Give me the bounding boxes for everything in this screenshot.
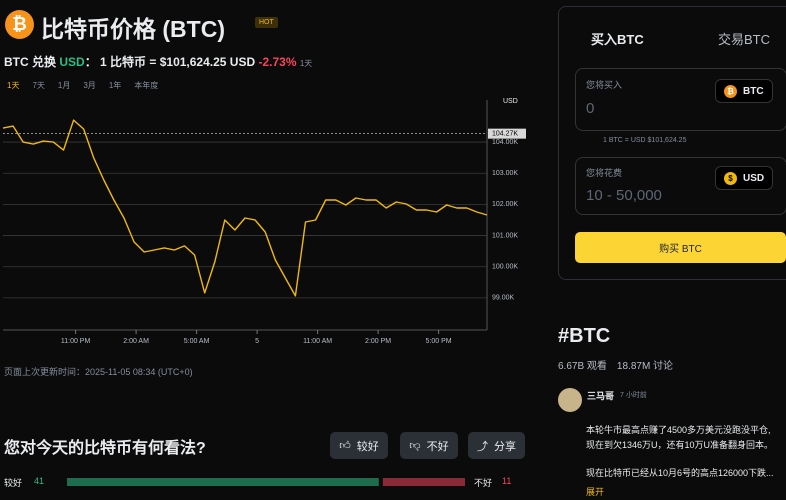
hot-badge: HOT bbox=[255, 17, 278, 28]
y-tick-label: 100.00K bbox=[492, 264, 518, 271]
page-title: 比特币价格 (BTC) bbox=[41, 16, 225, 42]
range-tab[interactable]: 3月 bbox=[83, 81, 96, 90]
good-button[interactable]: 👍︎ 较好 bbox=[330, 432, 388, 459]
rate-line: BTC 兑换 USD： 1 比特币 = $101,624.25 USD -2.7… bbox=[4, 53, 312, 70]
trade-tab[interactable]: 交易BTC bbox=[718, 32, 771, 47]
spend-asset-label: USD bbox=[743, 172, 765, 184]
good-button-label: 较好 bbox=[356, 440, 379, 453]
bad-button[interactable]: 👎︎ 不好 bbox=[400, 432, 458, 459]
spend-label: 您将花费 bbox=[586, 168, 623, 178]
avatar[interactable] bbox=[558, 388, 582, 412]
x-tick-label: 2:00 AM bbox=[123, 338, 149, 345]
share-button[interactable]: ⤴︎ 分享 bbox=[468, 432, 525, 459]
trade-panel bbox=[558, 6, 786, 280]
usd-mini-icon: $ bbox=[724, 171, 737, 185]
x-tick-label: 2:00 PM bbox=[365, 338, 391, 345]
topic-tag: #BTC bbox=[558, 325, 611, 347]
price-marker-label: 104.27K bbox=[492, 131, 518, 138]
share-button-label: 分享 bbox=[494, 440, 516, 453]
post-author[interactable]: 三马哥 bbox=[587, 391, 615, 401]
buy-button[interactable]: 购买 BTC bbox=[575, 232, 786, 263]
views: 6.67B 观看 bbox=[558, 361, 607, 372]
good-share bbox=[67, 478, 379, 486]
good-count: 41 bbox=[34, 476, 45, 486]
post-line: 现在比特币已经从10月6号的高点126000下跌... bbox=[586, 468, 774, 478]
x-tick-label: 11:00 PM bbox=[61, 338, 91, 345]
bad-share bbox=[382, 478, 465, 486]
y-tick-label: 99.00K bbox=[492, 295, 515, 302]
spend-placeholder: 10 - 50,000 bbox=[586, 187, 662, 204]
buy-asset[interactable]: ₿ BTC bbox=[715, 79, 773, 103]
y-tick-label: 103.00K bbox=[492, 170, 518, 177]
price-marker-box bbox=[488, 128, 526, 139]
x-tick-label: 5 bbox=[255, 338, 259, 345]
spend-asset[interactable]: $ USD bbox=[715, 166, 774, 190]
post-more[interactable]: 展开 bbox=[586, 487, 605, 497]
y-unit: USD bbox=[503, 98, 518, 105]
btc-icon: ₿ bbox=[5, 10, 34, 39]
rate: 1 比特币 = $101,624.25 USD bbox=[100, 55, 256, 69]
bad-count: 11 bbox=[502, 476, 512, 486]
post-line: 现在到欠1346万U，还有10万U准备翻身回本。 bbox=[586, 440, 774, 450]
range-tab[interactable]: 1年 bbox=[108, 81, 122, 90]
bad-button-label: 不好 bbox=[426, 440, 449, 453]
range-tabs: 1天 7天 1月 3月 1年 本年度 bbox=[7, 80, 158, 91]
y-tick-label: 104.00K bbox=[492, 139, 518, 146]
bad-vote: 不好 11 bbox=[474, 476, 511, 489]
y-tick-label: 101.00K bbox=[492, 232, 518, 239]
buy-tab[interactable]: 买入BTC bbox=[591, 32, 644, 47]
period: 1天 bbox=[299, 59, 313, 68]
range-tab[interactable]: 本年度 bbox=[134, 81, 159, 90]
x-tick-label: 11:00 AM bbox=[303, 338, 332, 345]
btc-mini-icon: ₿ bbox=[724, 84, 737, 98]
buy-asset-label: BTC bbox=[743, 85, 764, 97]
buy-input[interactable] bbox=[575, 68, 786, 131]
topic-stats: 6.67B 观看 18.87M 讨论 bbox=[558, 357, 673, 372]
good-vote-label: 较好 bbox=[4, 478, 23, 488]
change: -2.73% bbox=[258, 55, 297, 69]
range-tab[interactable]: 1月 bbox=[57, 81, 71, 90]
buy-placeholder: 0 bbox=[586, 100, 595, 117]
discussions: 18.87M 讨论 bbox=[616, 361, 674, 372]
spend-input[interactable] bbox=[575, 157, 786, 215]
y-tick-label: 102.00K bbox=[492, 201, 518, 208]
range-tab[interactable]: 7天 bbox=[32, 81, 45, 90]
post-line: 本轮牛市最高点赚了4500多万美元没跑没平仓, bbox=[586, 425, 771, 435]
buy-label: 您将买入 bbox=[586, 80, 623, 90]
sentiment-question: 您对今天的比特币有何看法? bbox=[4, 440, 206, 457]
rate-note: 1 BTC = USD $101,624.25 bbox=[603, 137, 687, 144]
price-line bbox=[2, 119, 488, 297]
post-time: 7 小时前 bbox=[620, 392, 647, 399]
updated-time: 页面上次更新时间：2025-11-05 08:34 (UTC+0) bbox=[4, 367, 193, 377]
x-tick-label: 5:00 PM bbox=[426, 338, 452, 345]
price-chart: USD 99.00K 100.00K 101.00K 102.00K 103.00K 104… bbox=[2, 98, 526, 345]
x-tick-label: 5:00 AM bbox=[184, 338, 210, 345]
vote-bar bbox=[67, 478, 465, 486]
good-vote: 较好 41 bbox=[4, 476, 44, 489]
bad-vote-label: 不好 bbox=[474, 478, 493, 488]
pair-label: BTC 兑换 bbox=[4, 55, 56, 69]
range-tab[interactable]: 1天 bbox=[7, 81, 20, 90]
quote: USD bbox=[59, 55, 85, 69]
colon: ： bbox=[84, 55, 97, 69]
